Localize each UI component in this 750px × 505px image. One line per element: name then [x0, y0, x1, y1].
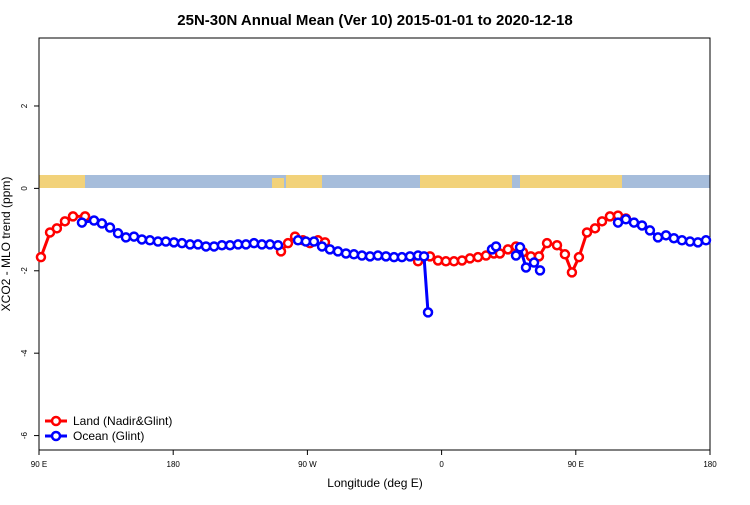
point [472, 251, 484, 263]
plot-frame [38, 37, 711, 451]
point [604, 211, 616, 222]
point [136, 234, 148, 245]
x-tick-label: 90 E [568, 460, 584, 469]
point [541, 237, 553, 249]
point [502, 244, 514, 255]
point [380, 251, 392, 262]
point [324, 244, 336, 255]
point [520, 262, 532, 273]
point [104, 222, 116, 233]
point [589, 223, 601, 234]
point [440, 256, 452, 267]
point [418, 251, 430, 262]
point [120, 232, 132, 243]
point [332, 246, 344, 257]
x-tick-label: 180 [703, 460, 717, 469]
point [596, 216, 608, 227]
land-strip [420, 175, 512, 188]
x-tick-label: 90 W [298, 460, 317, 469]
series-line [81, 217, 707, 313]
point [176, 237, 188, 249]
point [59, 216, 71, 227]
x-tick-label: 180 [167, 460, 181, 469]
point [200, 241, 212, 252]
point [160, 236, 172, 247]
point [551, 239, 563, 251]
point [248, 237, 260, 249]
point [264, 239, 276, 250]
point [676, 235, 688, 246]
x-tick-label: 90 E [31, 460, 47, 469]
point [356, 250, 368, 261]
point [308, 236, 320, 247]
point [581, 227, 593, 238]
legend-swatch [50, 415, 62, 427]
y-tick-label: -4 [20, 349, 29, 357]
point [514, 242, 526, 253]
point [628, 217, 640, 228]
y-tick-label: -6 [20, 431, 29, 439]
point [168, 237, 180, 248]
point [668, 232, 680, 244]
point [422, 307, 434, 318]
point [573, 251, 585, 263]
point [692, 237, 704, 248]
legend-swatch [50, 430, 62, 442]
point [67, 211, 79, 222]
point [448, 256, 460, 267]
point [256, 239, 268, 250]
point [372, 250, 384, 261]
point [348, 249, 360, 260]
point [240, 239, 252, 250]
y-axis-label: XCO2 - MLO trend (ppm) [0, 177, 13, 312]
chart-title: 25N-30N Annual Mean (Ver 10) 2015-01-01 … [177, 12, 572, 29]
point [292, 235, 304, 246]
point [224, 239, 236, 251]
point [700, 235, 712, 246]
point [464, 253, 476, 264]
land-strip [39, 175, 85, 188]
point [490, 241, 502, 252]
point [300, 236, 312, 247]
point [528, 257, 540, 268]
point [534, 265, 546, 276]
point [282, 237, 294, 249]
y-tick-label: -2 [20, 267, 29, 275]
point [644, 225, 656, 236]
y-tick-label: 0 [20, 186, 29, 191]
legend-label: Land (Nadir&Glint) [73, 414, 172, 428]
point [112, 228, 124, 239]
point [144, 235, 156, 246]
point [620, 214, 632, 225]
point [272, 239, 284, 251]
land-strip [520, 175, 622, 188]
point [636, 220, 648, 231]
point [96, 218, 108, 229]
point [76, 217, 88, 228]
point [404, 251, 416, 262]
point [192, 239, 204, 250]
point [510, 250, 522, 261]
point [216, 239, 228, 251]
y-tick-label: 2 [20, 103, 29, 108]
point [559, 249, 571, 260]
point [208, 241, 220, 252]
land-strip [272, 178, 284, 188]
legend-label: Ocean (Glint) [73, 429, 144, 443]
point [652, 232, 664, 243]
x-axis-label: Longitude (deg E) [327, 476, 422, 490]
point [566, 267, 578, 278]
land-strip [286, 175, 322, 188]
point [396, 251, 408, 263]
point [51, 223, 63, 234]
point [35, 251, 47, 263]
x-tick-label: 0 [439, 460, 444, 469]
land-ocean-strip [39, 175, 710, 188]
